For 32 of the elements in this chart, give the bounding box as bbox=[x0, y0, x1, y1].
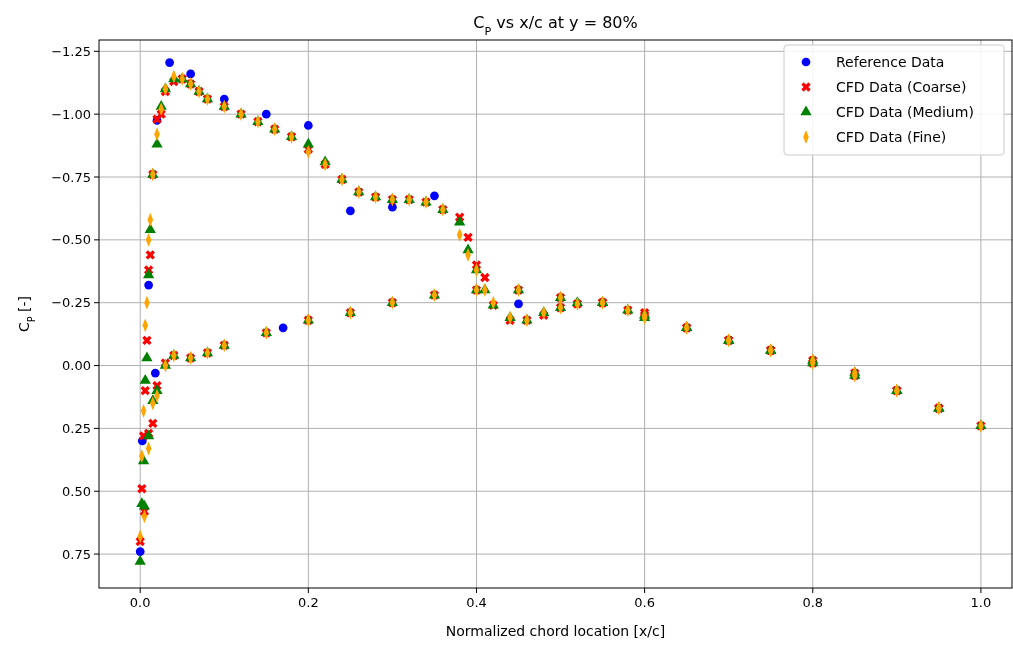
x-tick-label: 0.4 bbox=[466, 595, 487, 610]
y-tick-label: 0.25 bbox=[62, 420, 91, 436]
x-axis-title: Normalized chord location [x/c] bbox=[445, 623, 666, 639]
point bbox=[514, 299, 523, 309]
point bbox=[303, 121, 313, 130]
point bbox=[165, 58, 174, 67]
x-tick-label: 0.2 bbox=[297, 595, 319, 610]
point bbox=[186, 69, 196, 79]
y-tick-label: −1.25 bbox=[51, 43, 91, 59]
legend-label: CFD Data (Medium) bbox=[836, 103, 974, 120]
x-tick-label: 0.0 bbox=[129, 595, 151, 610]
chart-title: C$_{P}$ vs x/c at y = 80% bbox=[473, 13, 638, 38]
point bbox=[346, 206, 355, 216]
point bbox=[150, 368, 160, 378]
point bbox=[144, 280, 153, 290]
y-tick-label: 0.75 bbox=[62, 546, 91, 562]
point bbox=[278, 323, 288, 333]
y-tick-label: −0.25 bbox=[51, 295, 91, 311]
point bbox=[135, 547, 145, 556]
y-tick-label: −0.75 bbox=[51, 169, 91, 185]
point bbox=[430, 191, 439, 201]
x-tick-label: 1.0 bbox=[970, 595, 992, 610]
legend-label: Reference Data bbox=[836, 53, 945, 70]
x-tick-label: 0.8 bbox=[802, 595, 824, 610]
x-tick-label: 0.6 bbox=[634, 595, 655, 610]
legend-label: CFD Data (Coarse) bbox=[836, 78, 967, 95]
y-tick-label: 0.00 bbox=[62, 358, 91, 374]
y-tick-label: −1.00 bbox=[51, 106, 91, 122]
legend-label: CFD Data (Fine) bbox=[836, 128, 947, 145]
y-tick-label: −0.50 bbox=[51, 232, 91, 248]
point bbox=[261, 109, 271, 119]
y-tick-label: 0.50 bbox=[62, 483, 91, 499]
